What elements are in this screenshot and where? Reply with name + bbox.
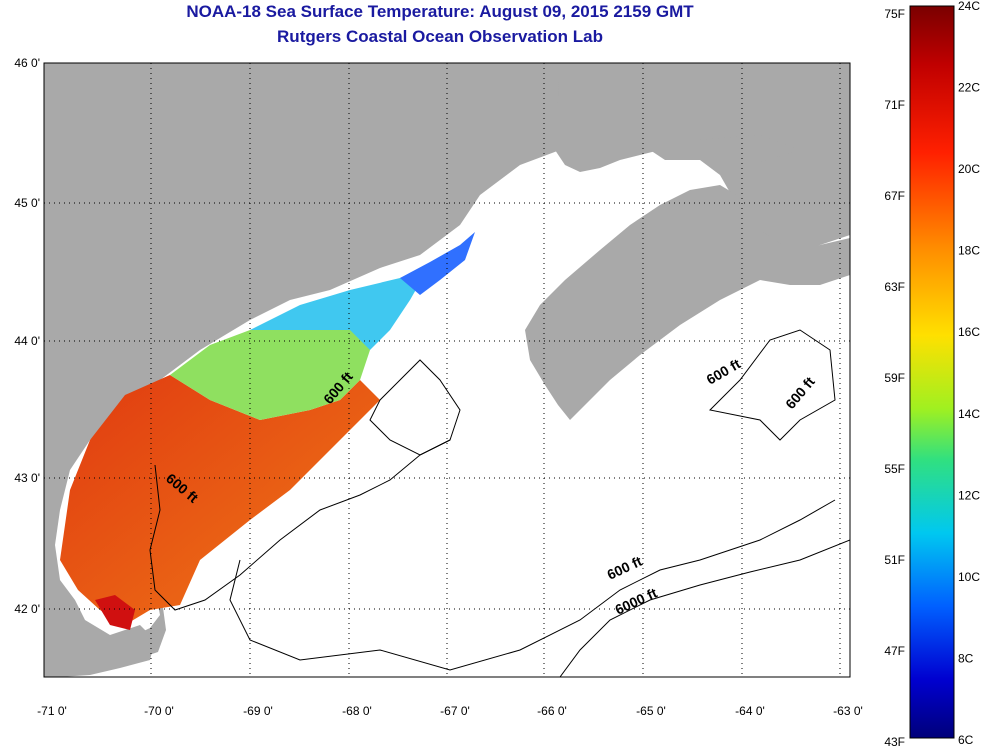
map-title: NOAA-18 Sea Surface Temperature: August … bbox=[186, 2, 694, 21]
lon-tick-label: -66 0' bbox=[537, 704, 567, 718]
colorbar-c-label: 22C bbox=[958, 81, 980, 95]
colorbar-c-label: 12C bbox=[958, 488, 980, 502]
land-cape-cod bbox=[120, 600, 166, 658]
colorbar-f-label: 55F bbox=[884, 462, 905, 476]
colorbar-c-label: 20C bbox=[958, 162, 980, 176]
lat-tick-label: 46 0' bbox=[14, 56, 40, 70]
colorbar-f-label: 75F bbox=[884, 7, 905, 21]
lon-tick-label: -71 0' bbox=[37, 704, 67, 718]
colorbar-c-label: 24C bbox=[958, 0, 980, 13]
lon-tick-label: -69 0' bbox=[243, 704, 273, 718]
colorbar-f-label: 43F bbox=[884, 735, 905, 749]
sst-hotspot bbox=[95, 595, 135, 630]
colorbar bbox=[909, 5, 955, 739]
lon-tick-label: -63 0' bbox=[833, 704, 863, 718]
lat-tick-label: 44 0' bbox=[14, 334, 40, 348]
lon-tick-label: -64 0' bbox=[735, 704, 765, 718]
contour-600ft-east bbox=[708, 329, 836, 441]
colorbar-c-label: 6C bbox=[958, 733, 974, 747]
colorbar-c-label: 8C bbox=[958, 651, 974, 665]
sst-swath-warm bbox=[60, 375, 380, 625]
lon-tick-label: -67 0' bbox=[440, 704, 470, 718]
contour-600ft-west bbox=[149, 439, 451, 611]
land-nova-scotia bbox=[525, 185, 850, 420]
lat-tick-label: 45 0' bbox=[14, 196, 40, 210]
lat-tick-label: 43 0' bbox=[14, 471, 40, 485]
lat-tick-label: 42 0' bbox=[14, 602, 40, 616]
colorbar-f-label: 59F bbox=[884, 371, 905, 385]
colorbar-c-label: 16C bbox=[958, 325, 980, 339]
colorbar-f-label: 51F bbox=[884, 553, 905, 567]
contour-600ft-gulf bbox=[229, 499, 836, 671]
contour-600ft-georges bbox=[369, 359, 461, 456]
land-new-england bbox=[44, 63, 560, 677]
colorbar-f-label: 63F bbox=[884, 280, 905, 294]
lon-tick-label: -68 0' bbox=[342, 704, 372, 718]
land-pei bbox=[650, 135, 800, 162]
colorbar-c-label: 10C bbox=[958, 570, 980, 584]
colorbar-c-label: 14C bbox=[958, 407, 980, 421]
lon-tick-label: -65 0' bbox=[636, 704, 666, 718]
contour-6000ft bbox=[559, 539, 850, 677]
colorbar-f-label: 71F bbox=[884, 98, 905, 112]
sst-swath-blue bbox=[400, 232, 475, 295]
sst-swath-cold bbox=[250, 265, 430, 350]
lon-tick-label: -70 0' bbox=[144, 704, 174, 718]
colorbar-f-label: 67F bbox=[884, 189, 905, 203]
map-subtitle: Rutgers Coastal Ocean Observation Lab bbox=[277, 27, 603, 46]
colorbar-f-label: 47F bbox=[884, 644, 905, 658]
colorbar-c-label: 18C bbox=[958, 244, 980, 258]
map-frame bbox=[43, 62, 851, 678]
